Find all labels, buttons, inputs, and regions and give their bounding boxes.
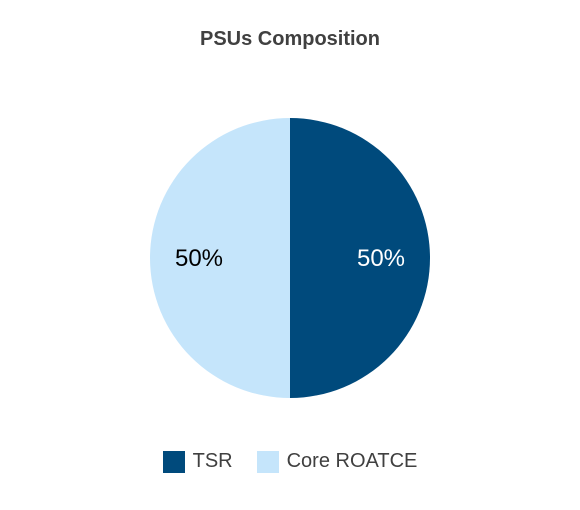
pie-slice-tsr	[290, 118, 430, 398]
legend-label-core-roatce: Core ROATCE	[286, 450, 418, 472]
legend-swatch-tsr	[162, 450, 185, 473]
legend: TSR Core ROATCE	[0, 450, 580, 473]
slice-label-tsr: 50%	[357, 245, 405, 272]
legend-entry-tsr: TSR	[162, 450, 233, 473]
legend-entry-core-roatce: Core ROATCE	[256, 450, 418, 473]
legend-label-tsr: TSR	[192, 450, 233, 472]
pie-slice-core-roatce	[150, 118, 290, 398]
chart-title: PSUs Composition	[199, 28, 380, 50]
slice-label-core-roatce: 50%	[175, 245, 223, 272]
legend-swatch-core-roatce	[256, 450, 279, 473]
